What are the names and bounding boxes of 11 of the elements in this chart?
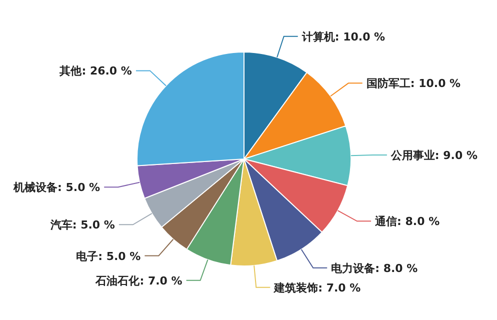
slice-label: 建筑装饰: 7.0 % — [273, 281, 361, 294]
slice-label: 汽车: 5.0 % — [49, 218, 115, 232]
slice-label: 其他: 26.0 % — [58, 64, 132, 78]
slice-label: 公用事业: 9.0 % — [390, 148, 478, 162]
slice-label: 国防军工: 10.0 % — [366, 77, 461, 90]
slice-label: 计算机: 10.0 % — [300, 30, 386, 44]
slice-label: 石油石化: 7.0 % — [94, 274, 182, 288]
slice-label: 机械设备: 5.0 % — [12, 181, 100, 194]
slice-label: 电力设备: 8.0 % — [331, 262, 418, 275]
slice-label: 电子: 5.0 % — [76, 250, 141, 263]
slice-label: 通信: 8.0 % — [374, 215, 440, 228]
